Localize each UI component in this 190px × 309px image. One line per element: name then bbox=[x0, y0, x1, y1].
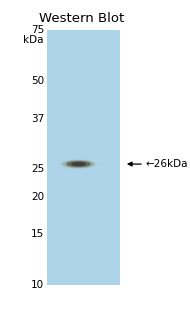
Text: 25: 25 bbox=[31, 164, 44, 174]
Bar bbox=[47, 30, 120, 285]
Text: 10: 10 bbox=[31, 280, 44, 290]
Text: 37: 37 bbox=[31, 114, 44, 125]
Ellipse shape bbox=[59, 159, 97, 169]
Text: kDa: kDa bbox=[24, 35, 44, 45]
Text: 75: 75 bbox=[31, 25, 44, 35]
Ellipse shape bbox=[71, 162, 86, 166]
Text: 15: 15 bbox=[31, 229, 44, 239]
Text: Western Blot: Western Blot bbox=[39, 12, 125, 25]
Text: ←26kDa: ←26kDa bbox=[146, 159, 188, 169]
Text: 20: 20 bbox=[31, 192, 44, 202]
Ellipse shape bbox=[62, 160, 95, 168]
Ellipse shape bbox=[66, 161, 91, 167]
Text: 50: 50 bbox=[31, 76, 44, 86]
